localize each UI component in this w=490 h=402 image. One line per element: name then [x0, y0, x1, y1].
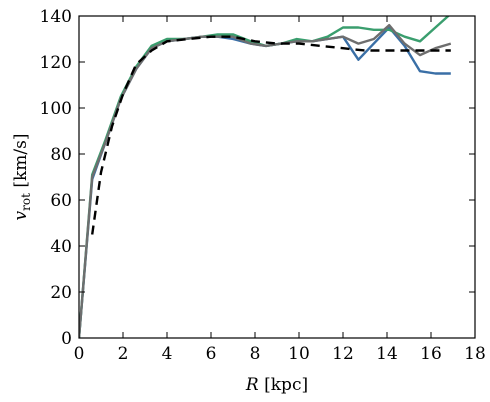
x-axis: 0 2 4 6 8 10 12 14 16 18 [74, 16, 486, 364]
y-tick-label: 80 [50, 145, 72, 165]
x-tick-label: 8 [250, 344, 261, 364]
x-tick-label: 0 [74, 344, 85, 364]
y-axis-title-symbol: v [11, 210, 31, 220]
y-tick-label: 100 [40, 99, 72, 119]
x-tick-label: 2 [118, 344, 129, 364]
y-axis: 0 20 40 60 80 100 120 140 [40, 7, 475, 349]
x-tick-label: 14 [376, 344, 398, 364]
x-tick-label: 12 [332, 344, 354, 364]
y-axis-title-subscript: rot [19, 193, 33, 211]
y-tick-label: 20 [50, 283, 72, 303]
y-axis-title-unit: [km/s] [11, 134, 31, 194]
x-axis-title-unit: [kpc] [259, 375, 308, 395]
x-axis-title-symbol: R [245, 375, 259, 395]
x-axis-title: R [kpc] [245, 375, 308, 395]
x-tick-label: 10 [288, 344, 310, 364]
plot-frame [78, 15, 476, 339]
x-tick-label: 16 [420, 344, 442, 364]
x-tick-label: 6 [206, 344, 217, 364]
y-tick-label: 40 [50, 237, 72, 257]
y-tick-label: 120 [40, 53, 72, 73]
series-line-3 [79, 24, 452, 338]
x-tick-label: 4 [162, 344, 173, 364]
series-line-2 [79, 16, 451, 338]
y-tick-label: 0 [61, 329, 72, 349]
y-axis-title: vrot [km/s] [11, 134, 33, 221]
y-tick-label: 60 [50, 191, 72, 211]
series-layer [79, 16, 452, 338]
x-tick-label: 18 [464, 344, 486, 364]
series-line-4 [91, 35, 451, 235]
y-tick-label: 140 [40, 7, 72, 27]
